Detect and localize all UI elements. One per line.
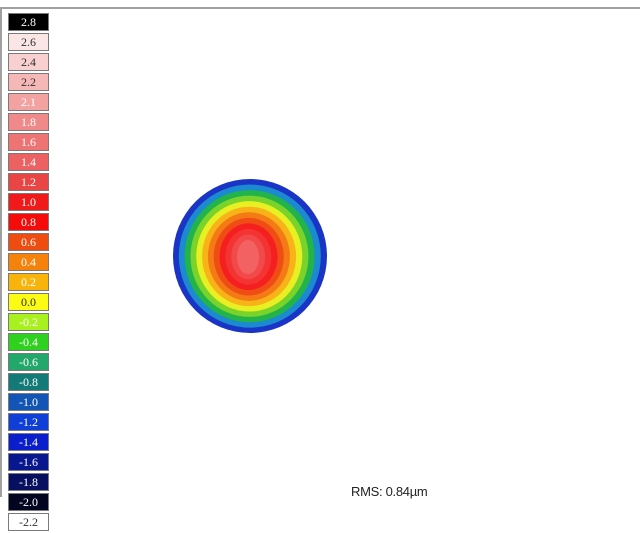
legend-swatch: -1.4 <box>8 433 49 451</box>
legend-swatch: -2.2 <box>8 513 49 531</box>
legend-swatch: -1.6 <box>8 453 49 471</box>
legend-swatch: 2.6 <box>8 33 49 51</box>
legend-swatch: 0.4 <box>8 253 49 271</box>
color-scale-legend: 2.8 2.6 2.4 2.2 2.1 1.8 1.6 1.4 1.2 1.0 0.8 0.6 0.4 0… <box>8 13 49 533</box>
rms-readout: RMS: 0.84µm <box>351 484 428 499</box>
legend-swatch: -1.2 <box>8 413 49 431</box>
legend-swatch: 2.4 <box>8 53 49 71</box>
legend-swatch: 2.1 <box>8 93 49 111</box>
legend-swatch: 2.8 <box>8 13 49 31</box>
legend-swatch: -1.0 <box>8 393 49 411</box>
legend-swatch: 1.0 <box>8 193 49 211</box>
legend-swatch: 0.6 <box>8 233 49 251</box>
legend-swatch: 0.0 <box>8 293 49 311</box>
legend-swatch: -0.2 <box>8 313 49 331</box>
legend-swatch: -1.8 <box>8 473 49 491</box>
legend-swatch: 2.2 <box>8 73 49 91</box>
legend-swatch: -0.4 <box>8 333 49 351</box>
legend-swatch: -2.0 <box>8 493 49 511</box>
legend-swatch: -0.6 <box>8 353 49 371</box>
legend-swatch: 1.6 <box>8 133 49 151</box>
legend-swatch: 0.2 <box>8 273 49 291</box>
legend-swatch: 0.8 <box>8 213 49 231</box>
contour-ring <box>237 240 259 274</box>
legend-swatch: -0.8 <box>8 373 49 391</box>
legend-swatch: 1.2 <box>8 173 49 191</box>
legend-swatch: 1.4 <box>8 153 49 171</box>
legend-swatch: 1.8 <box>8 113 49 131</box>
wavefront-map <box>173 179 327 333</box>
